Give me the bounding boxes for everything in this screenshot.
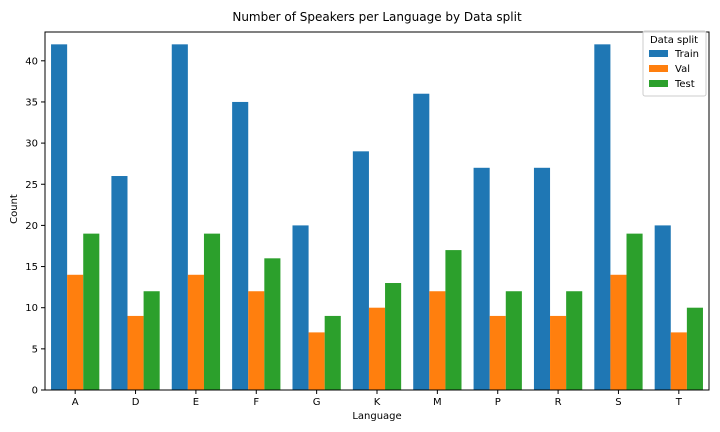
y-axis-label: Count: [9, 194, 20, 224]
bar-test-e: [203, 233, 221, 390]
y-tick-label: 15: [25, 262, 38, 273]
x-tick-label-r: R: [555, 397, 562, 408]
bar-test-d: [143, 291, 160, 390]
y-tick-label: 10: [25, 303, 38, 314]
x-tick-label-a: A: [72, 397, 79, 408]
legend-swatch-val: [649, 65, 668, 72]
bar-val-d: [127, 315, 144, 390]
bar-train-f: [232, 101, 249, 390]
x-tick-label-m: M: [433, 397, 442, 408]
legend: Data split Train Val Test: [642, 30, 707, 97]
y-axis-ticks: 0 5 10 15 20 25 30 35 40: [25, 56, 45, 397]
legend-swatch-test: [649, 80, 668, 87]
bar-val-g: [308, 332, 325, 390]
y-tick-label: 40: [25, 56, 38, 67]
x-tick-label-p: P: [495, 397, 501, 408]
y-tick-label: 30: [25, 139, 38, 150]
bar-test-a: [83, 233, 100, 390]
legend-label-val: Val: [675, 64, 690, 75]
bar-val-f: [248, 291, 265, 390]
bar-val-r: [550, 315, 567, 390]
bar-val-s: [610, 274, 627, 390]
y-tick-label: 5: [32, 344, 38, 355]
bar-test-t: [686, 307, 703, 390]
bar-test-g: [324, 315, 341, 390]
bar-train-s: [594, 44, 611, 391]
x-tick-label-k: K: [374, 397, 381, 408]
bar-test-p: [505, 291, 522, 390]
series-test: [83, 233, 703, 390]
bar-train-m: [413, 93, 430, 390]
x-tick-label-f: F: [253, 397, 259, 408]
x-tick-label-g: G: [313, 397, 321, 408]
y-tick-label: 25: [25, 180, 38, 191]
bar-train-k: [352, 151, 369, 390]
bar-val-k: [368, 307, 386, 390]
bar-train-a: [51, 44, 68, 391]
series-val: [67, 274, 687, 390]
bar-val-t: [670, 332, 687, 390]
y-tick-label: 35: [25, 97, 38, 108]
chart-title: Number of Speakers per Language by Data …: [232, 10, 522, 24]
x-tick-label-e: E: [193, 397, 199, 408]
bar-test-s: [626, 233, 643, 390]
legend-box: [642, 30, 707, 97]
bar-val-e: [187, 274, 204, 390]
x-axis-label: Language: [352, 411, 401, 422]
bar-test-k: [385, 283, 402, 390]
y-tick-label: 0: [32, 386, 38, 397]
legend-items: Train Val Test: [649, 49, 699, 90]
bar-train-r: [533, 167, 551, 390]
y-tick-label: 20: [25, 221, 38, 232]
bar-test-f: [264, 258, 281, 390]
x-tick-label-t: T: [675, 397, 683, 408]
bar-train-e: [171, 44, 188, 391]
series-train: [51, 44, 671, 391]
bar-test-m: [445, 250, 462, 390]
bar-train-p: [473, 167, 490, 390]
x-tick-label-d: D: [132, 397, 140, 408]
x-tick-label-s: S: [615, 397, 621, 408]
legend-title: Data split: [650, 35, 698, 46]
bar-val-m: [429, 291, 446, 390]
bar-train-d: [111, 176, 128, 390]
bar-val-a: [67, 274, 84, 390]
bar-val-p: [489, 315, 506, 390]
plot-area: 0 5 10 15 20 25 30 35 40 A D E F G K M P R S T: [25, 31, 710, 408]
bar-train-g: [292, 225, 309, 390]
bar-train-t: [654, 225, 671, 390]
legend-label-test: Test: [674, 79, 695, 90]
legend-swatch-train: [649, 50, 668, 57]
bar-test-r: [566, 291, 583, 390]
legend-label-train: Train: [674, 49, 699, 60]
